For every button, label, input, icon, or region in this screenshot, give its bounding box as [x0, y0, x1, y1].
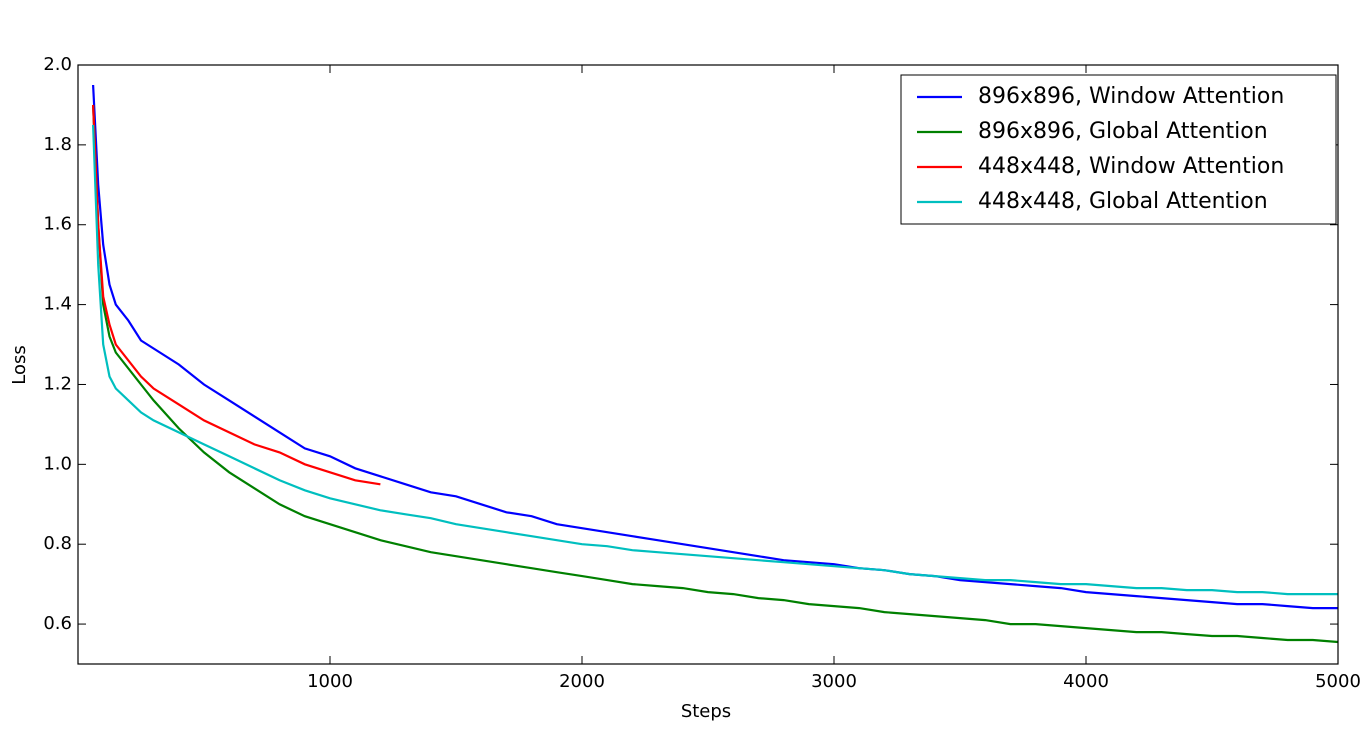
plot-lines — [92, 84, 1338, 644]
y-tick-label: 0.6 — [43, 613, 72, 634]
series-line — [92, 104, 381, 486]
plot-frame — [77, 64, 1339, 665]
y-tick-label: 1.4 — [43, 294, 72, 315]
y-tick-label: 0.8 — [43, 533, 72, 554]
y-tick-label: 2.0 — [43, 54, 72, 75]
y-tick-label: 1.6 — [43, 214, 72, 235]
legend-label: 448x448, Window Attention — [978, 154, 1284, 179]
x-tick-label: 4000 — [1063, 671, 1109, 692]
x-tick-label: 1000 — [307, 671, 353, 692]
y-axis-label: Loss — [9, 345, 30, 384]
series-line — [92, 104, 1338, 644]
series-line — [92, 84, 1338, 610]
x-tick-label: 2000 — [559, 671, 605, 692]
y-tick-label: 1.8 — [43, 134, 72, 155]
legend-label: 448x448, Global Attention — [978, 189, 1268, 214]
y-tick-label: 1.0 — [43, 453, 72, 474]
series-line — [92, 124, 1338, 596]
legend-box — [900, 74, 1337, 225]
legend-label: 896x896, Global Attention — [978, 119, 1268, 144]
legend-label: 896x896, Window Attention — [978, 84, 1284, 109]
x-tick-label: 5000 — [1315, 671, 1361, 692]
y-tick-label: 1.2 — [43, 373, 72, 394]
x-tick-label: 3000 — [811, 671, 857, 692]
x-axis-label: Steps — [681, 701, 731, 722]
